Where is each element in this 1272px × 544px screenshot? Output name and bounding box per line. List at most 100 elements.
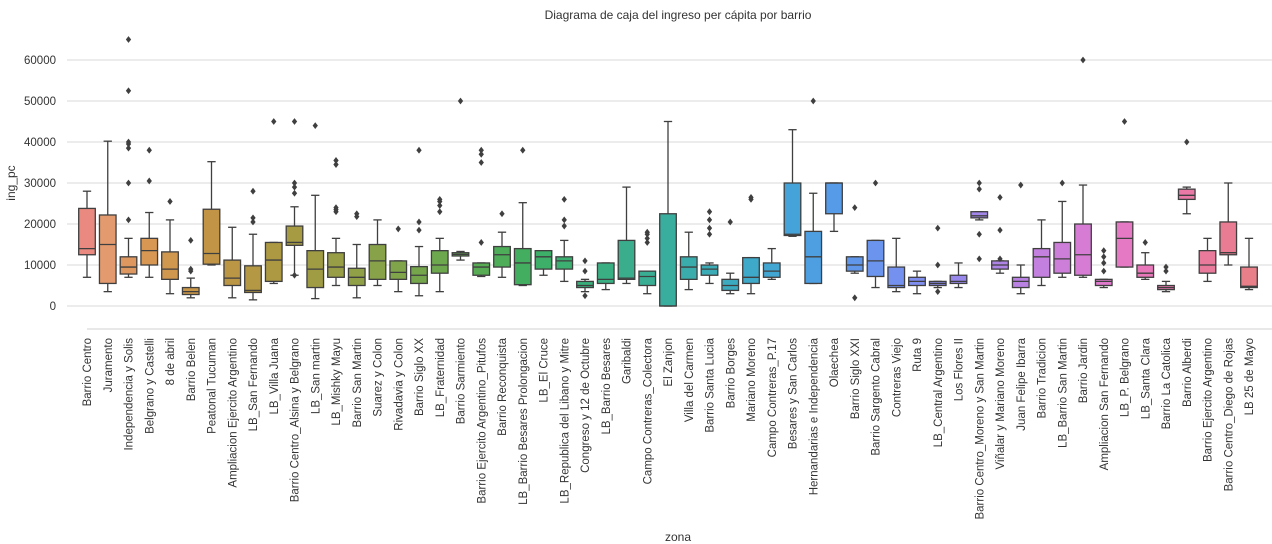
x-tick-label: LB_Mishky Mayu <box>331 338 343 426</box>
iqr-box <box>700 264 719 276</box>
outlier-point <box>437 202 443 209</box>
y-tick-label: 10000 <box>24 260 56 272</box>
box-45 <box>1011 181 1030 295</box>
outlier-point <box>1142 239 1148 246</box>
outlier-point <box>478 159 484 166</box>
iqr-box <box>679 256 698 280</box>
iqr-box <box>866 239 885 278</box>
x-tick-label: LB_El Cruce <box>539 338 551 403</box>
outlier-point <box>1184 138 1190 146</box>
x-tick-label: Barrio Centro_Diego de Rojas <box>1223 338 1235 492</box>
box-12 <box>327 157 345 287</box>
iqr-box <box>368 243 387 280</box>
x-tick-label: Barrio San Martin <box>352 338 364 427</box>
x-tick-label: LB_San martin <box>310 338 322 414</box>
iqr-box <box>1032 247 1051 278</box>
iqr-box <box>825 182 843 215</box>
iqr-box <box>638 270 657 287</box>
x-tick-label: Olaechea <box>829 337 841 387</box>
outlier-point <box>1163 267 1169 275</box>
x-tick-label: Ampliacion San Fernando <box>1099 338 1111 470</box>
outlier-point <box>291 183 298 191</box>
outlier-point <box>478 146 484 154</box>
x-tick-label: Juan Felipe Ibarra <box>1016 337 1028 430</box>
outlier-point <box>333 161 339 168</box>
box-24 <box>576 257 594 300</box>
box-0 <box>78 190 96 278</box>
box-27 <box>638 228 657 295</box>
x-tick-label: Barrio La Catolica <box>1161 337 1173 429</box>
iqr-box <box>1094 278 1113 287</box>
outlier-point <box>935 288 941 296</box>
outlier-point <box>976 230 982 238</box>
iqr-box <box>493 245 511 268</box>
outlier-point <box>250 187 256 195</box>
outlier-point <box>395 225 401 233</box>
outlier-point <box>706 208 713 216</box>
box-44 <box>991 193 1009 274</box>
outlier-point <box>976 185 982 193</box>
x-tick-label: LB_San Fernando <box>248 338 260 431</box>
x-tick-label: LB_Fraternidad <box>435 338 447 417</box>
x-tick-label: LB_Barrio Besares <box>601 338 613 435</box>
box-1 <box>98 140 117 293</box>
box-9 <box>264 118 283 285</box>
box-52 <box>1157 263 1175 293</box>
x-tick-label: Barrio Ejercito Argentino <box>1203 338 1215 462</box>
box-21 <box>513 146 532 287</box>
outlier-point <box>976 179 982 187</box>
outlier-point <box>935 261 941 269</box>
outlier-point <box>1018 181 1024 189</box>
outlier-point <box>312 122 318 129</box>
outlier-point <box>561 222 567 230</box>
outlier-point <box>271 118 277 125</box>
iqr-box <box>1198 249 1217 274</box>
iqr-box <box>742 256 760 285</box>
x-tick-label: Barrio Santa Lucia <box>705 337 717 432</box>
iqr-box <box>264 241 283 283</box>
iqr-box <box>1053 241 1072 274</box>
outlier-point <box>748 193 754 201</box>
outlier-point <box>644 234 650 242</box>
outlier-point <box>976 255 982 263</box>
y-tick-label: 0 <box>50 301 56 313</box>
outlier-point <box>997 226 1003 234</box>
outlier-point <box>291 271 298 279</box>
iqr-box <box>887 266 906 289</box>
x-tick-label: Mariano Moreno <box>746 338 758 422</box>
box-18 <box>451 97 470 261</box>
x-tick-label: Barrio Sarmiento <box>456 338 468 424</box>
iqr-box <box>1219 221 1238 256</box>
box-31 <box>721 218 740 295</box>
box-14 <box>368 219 387 287</box>
outlier-point <box>1163 263 1169 271</box>
iqr-box <box>1115 221 1134 268</box>
box-43 <box>970 179 989 263</box>
outlier-point <box>810 97 816 105</box>
box-55 <box>1219 182 1238 266</box>
iqr-box <box>949 274 968 285</box>
box-13 <box>347 210 366 299</box>
outlier-point <box>644 239 650 246</box>
x-tick-label: Los Flores II <box>954 338 966 401</box>
outlier-point <box>935 224 941 232</box>
x-tick-label: LB 25 de Mayo <box>1244 338 1256 415</box>
outlier-point <box>354 210 360 218</box>
box-32 <box>742 193 760 295</box>
box-25 <box>596 262 615 291</box>
x-tick-label: Suarez y Colon <box>373 338 385 417</box>
outlier-point <box>1059 179 1065 187</box>
x-tick-label: Barrio Tradicion <box>1037 338 1049 419</box>
outlier-point <box>1121 118 1128 125</box>
iqr-box <box>1074 223 1092 276</box>
iqr-box <box>1240 266 1258 289</box>
iqr-box <box>472 262 491 276</box>
x-tick-label: LB_Santa Clara <box>1140 337 1152 419</box>
outlier-point <box>706 224 713 232</box>
iqr-box <box>555 256 574 270</box>
box-8 <box>244 187 262 301</box>
iqr-box <box>430 249 449 274</box>
x-tick-labels: Barrio Centro Juramento Independencia y So… <box>82 337 1256 519</box>
x-tick-label: Barrio Belen <box>186 338 198 401</box>
y-axis-label: ing_pc <box>4 165 18 200</box>
